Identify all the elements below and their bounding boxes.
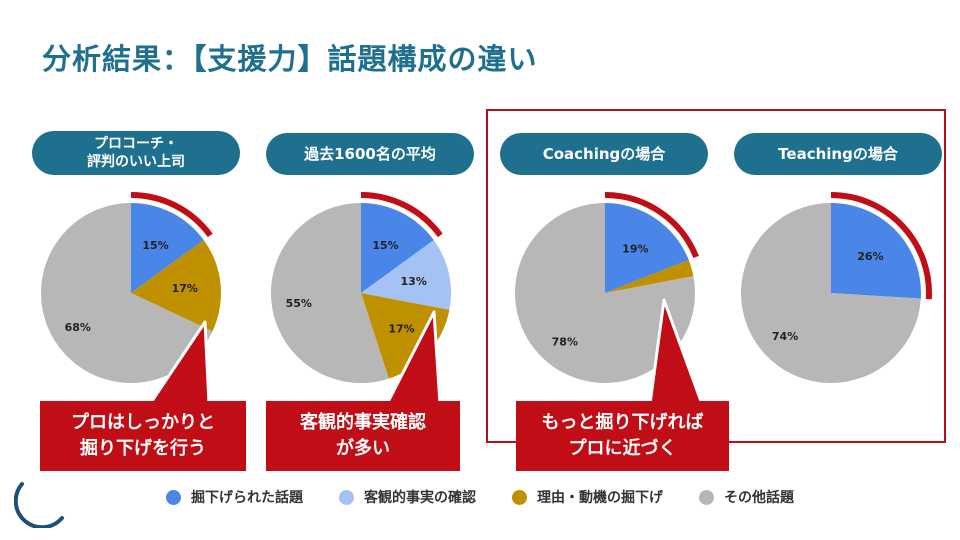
- pie-label-0-3: 68%: [65, 321, 91, 334]
- legend-swatch-lightblue: [339, 489, 354, 505]
- pie-slice-2-3: [514, 203, 695, 383]
- chart-title-coaching: Coachingの場合: [500, 133, 708, 175]
- pie-label-1-0: 15%: [372, 239, 398, 252]
- emphasis-arc-0: [130, 192, 213, 238]
- legend-item-fact-check: 客観的事実の確認: [339, 487, 476, 507]
- legend-item-deep-dive: 掘下げられた話題: [166, 487, 303, 507]
- pie-slice-2-0: [605, 203, 689, 293]
- pie-label-1-3: 55%: [286, 297, 312, 310]
- legend-swatch-blue: [166, 489, 181, 505]
- pie-slice-1-0: [361, 203, 434, 293]
- pie-slice-1-1: [361, 240, 451, 310]
- page-title: 分析結果：【支援力】話題構成の違い: [42, 42, 538, 76]
- pie-label-2-0: 19%: [622, 242, 648, 255]
- chart-title-teaching: Teachingの場合: [734, 133, 942, 175]
- legend-label: 客観的事実の確認: [364, 490, 476, 506]
- emphasis-arc-3: [830, 192, 932, 300]
- pie-slice-1-3: [271, 203, 389, 383]
- pie-label-0-2: 17%: [172, 282, 198, 295]
- legend-swatch-gold: [512, 489, 527, 505]
- callout-get-closer: もっと掘り下げれば プロに近づく: [516, 401, 729, 471]
- callout-pro-deep-dive: プロはしっかりと 掘り下げを行う: [40, 401, 246, 471]
- pie-slice-3-3: [741, 203, 921, 384]
- pie-slice-0-2: [131, 240, 221, 332]
- callout-fact-check: 客観的事実確認 が多い: [266, 401, 460, 471]
- legend-label: その他話題: [724, 490, 794, 506]
- legend-swatch-gray: [699, 489, 714, 505]
- pie-label-3-0: 26%: [857, 250, 883, 263]
- pie-label-3-3: 74%: [772, 330, 798, 343]
- pie-label-1-2: 17%: [388, 323, 414, 336]
- legend-label: 理由・動機の掘下げ: [537, 490, 663, 506]
- pie-slice-0-3: [40, 203, 213, 383]
- pie-label-2-3: 78%: [552, 336, 578, 349]
- emphasis-arc-1: [360, 192, 443, 238]
- chart-title-average: 過去1600名の平均: [266, 133, 474, 175]
- legend-item-reason: 理由・動機の掘下げ: [512, 487, 663, 507]
- chart-title-pro-coach: プロコーチ・ 評判のいい上司: [32, 131, 240, 175]
- pie-slice-1-2: [361, 293, 450, 379]
- legend-item-other: その他話題: [699, 487, 794, 507]
- chart-legend: 掘下げられた話題 客観的事実の確認 理由・動機の掘下げ その他話題: [0, 483, 960, 511]
- pie-slice-0-0: [131, 203, 204, 293]
- pie-slice-2-2: [605, 259, 694, 293]
- pie-label-1-1: 13%: [401, 275, 427, 288]
- pie-slice-3-0: [831, 203, 921, 299]
- legend-label: 掘下げられた話題: [191, 490, 303, 506]
- pie-label-0-0: 15%: [142, 239, 168, 252]
- logo-arc-icon: [14, 482, 64, 528]
- emphasis-arc-2: [604, 192, 699, 259]
